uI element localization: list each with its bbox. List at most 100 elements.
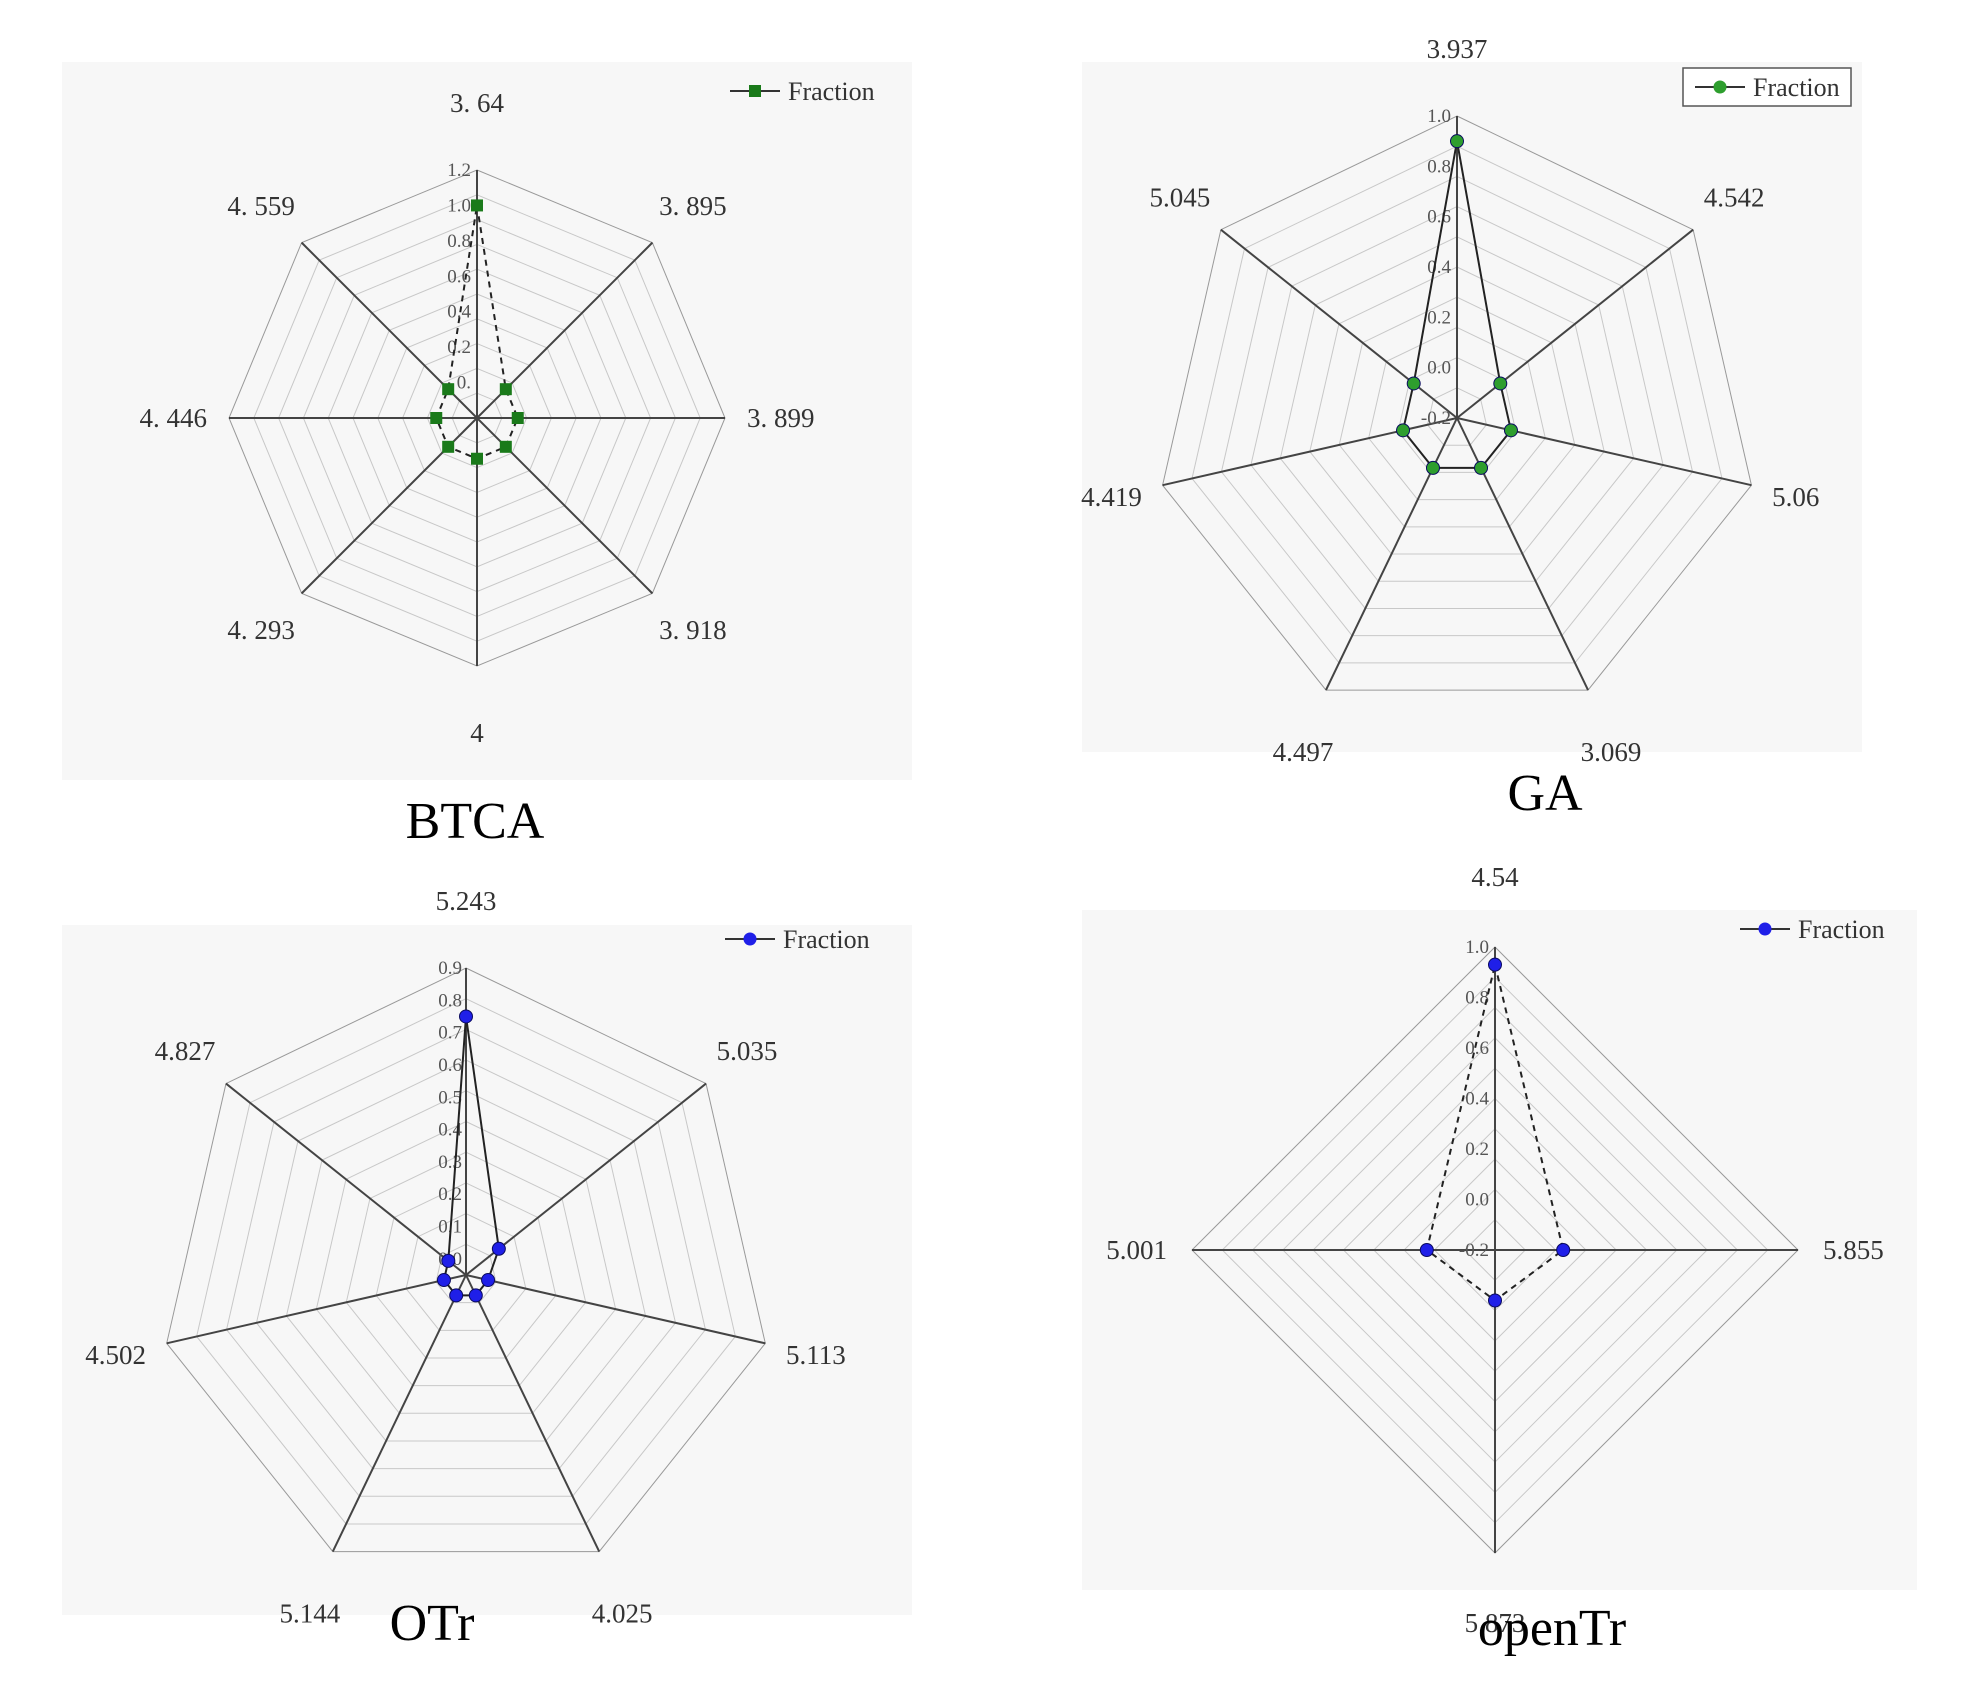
radial-tick-label: 0.3 [438,1152,462,1173]
legend-label: Fraction [788,77,875,106]
radial-tick-label: 0.2 [438,1184,462,1205]
legend-marker [1713,80,1727,94]
axis-category-label: 5.045 [1149,182,1210,212]
data-point-marker [1474,460,1489,475]
legend: Fraction [1682,67,1852,107]
axis-category-label: 5.035 [717,1036,778,1066]
axis-category-label: 4. 559 [227,191,295,221]
radial-tick-label: 1.0 [1427,106,1451,127]
axis-category-label: 4.54 [1471,862,1519,892]
radial-tick-label: -0.2 [1421,408,1451,429]
grid-ring [1427,387,1487,446]
legend-label: Fraction [783,925,870,954]
data-point-marker [1396,423,1411,438]
grid-ring [405,1213,527,1331]
radial-tick-label: 0.4 [447,302,471,323]
grid-ring [345,1151,587,1387]
data-point-marker [436,1273,451,1288]
grid-ring [196,998,736,1525]
grid-ring [435,1243,497,1304]
legend-label: Fraction [1798,915,1885,944]
radial-tick-label: 0.8 [447,231,471,252]
panel-title: GA [1507,765,1583,822]
axis-category-label: 4.497 [1273,737,1334,767]
grid-ring [1368,326,1546,501]
radial-tick-label: 0.9 [438,958,462,979]
grid-ring [1279,236,1635,582]
radial-tick-label: 0. [457,373,471,394]
axis-category-label: 5.113 [786,1340,846,1370]
radar-panel-opentr: -0.2 0.0 0.2 0.4 0.6 0.8 1.0 4.54 5.855 5.873 5.00… [1082,862,1917,1657]
grid-ring [1162,115,1752,691]
radial-tick-label: 0.8 [438,990,462,1011]
axis-category-label: 4 [470,718,484,748]
data-point-marker [449,1288,464,1303]
axis-category-label: 3. 895 [659,191,727,221]
data-point-marker [1556,1243,1571,1257]
axis-category-label: 4.419 [1081,482,1142,512]
axis-spoke [465,1274,601,1553]
legend: Fraction [730,77,875,106]
axis-category-label: 5.06 [1772,482,1819,512]
data-point-marker [1406,376,1421,391]
data-point-marker [442,440,455,453]
axis-category-label: 5.001 [1106,1235,1167,1265]
data-point-marker [441,1253,456,1268]
axis-category-label: 4. 446 [140,403,208,433]
radial-tick-label: 0.0 [1427,358,1451,379]
data-point-marker [459,1009,473,1024]
radial-tick-label: 0.2 [1427,307,1451,328]
data-point-marker [511,412,524,424]
data-point-marker [1493,376,1508,391]
radial-tick-label: 0.8 [1427,156,1451,177]
axis-category-label: 4.025 [592,1598,653,1628]
legend-marker [743,932,757,946]
radar-panel-otr: 0.00.10.20.30.40.50.60.70.80.95.2435.035… [62,886,912,1652]
axis-category-label: 3. 918 [659,615,727,645]
grid-ring [226,1028,706,1497]
data-point-marker [442,383,455,396]
radial-tick-label: -0.2 [1459,1240,1489,1261]
grid-ring [1397,357,1517,473]
data-point-marker [1488,957,1502,972]
grid-ring [1191,145,1723,664]
series-line [1401,140,1513,469]
axis-spoke [465,1082,707,1276]
legend: Fraction [725,925,870,954]
legend-marker [1758,922,1772,936]
axis-category-label: 3. 64 [450,88,505,118]
data-point-marker [1419,1243,1434,1257]
axis-category-label: 3.937 [1427,34,1488,64]
legend-marker [749,85,761,97]
panel-title: openTr [1478,1600,1626,1657]
data-point-marker [471,199,483,212]
axis-category-label: 3. 899 [747,403,815,433]
axis-category-label: 5.243 [436,886,497,916]
radar-panel-ga: -0.2 0.0 0.2 0.4 0.6 0.8 1.0 3.937 4.542 5.06 3.06… [1081,34,1862,822]
axis-spoke [225,1082,467,1276]
radial-tick-label: 0.6 [438,1055,462,1076]
grid-ring [285,1090,647,1442]
radar-panel-btca: 0. 0.2 0.4 0.6 0.8 1.0 1.2 3. 64 3. 895 3. 899 3. … [62,62,912,850]
panel-background [62,62,912,780]
grid-ring [1220,175,1694,637]
radial-tick-label: 0.4 [1465,1089,1489,1110]
data-point-marker [1425,460,1440,475]
radial-tick-label: 0.2 [1465,1139,1489,1160]
grid-ring [255,1059,677,1470]
radial-tick-label: 0.8 [1465,988,1489,1009]
axis-spoke [331,1274,467,1553]
axis-category-label: 4.827 [155,1036,216,1066]
panel-title: OTr [390,1595,475,1652]
radial-tick-label: 0.6 [1465,1038,1489,1059]
radial-tick-label: 0.4 [1427,257,1451,278]
data-point-marker [468,1288,483,1303]
radial-tick-label: 0.0 [1465,1190,1489,1211]
axis-category-label: 4. 293 [227,615,295,645]
grid-ring [1338,296,1576,528]
legend: Fraction [1740,915,1885,944]
radial-tick-label: 0.7 [438,1023,462,1044]
data-point-marker [499,383,512,396]
data-point-marker [430,412,443,424]
